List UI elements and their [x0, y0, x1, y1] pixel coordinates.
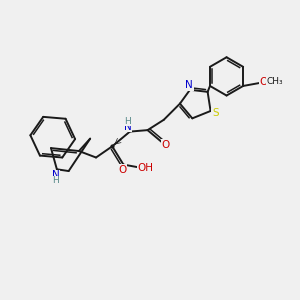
Text: H: H	[52, 176, 59, 185]
Text: H: H	[124, 117, 131, 126]
Text: N: N	[124, 122, 131, 132]
Text: CH₃: CH₃	[266, 77, 283, 86]
Text: O: O	[161, 140, 170, 150]
Text: O: O	[119, 165, 127, 175]
Text: N: N	[52, 170, 60, 180]
Text: N: N	[185, 80, 193, 90]
Text: OH: OH	[137, 163, 154, 172]
Text: S: S	[212, 108, 219, 118]
Text: O: O	[259, 76, 267, 86]
